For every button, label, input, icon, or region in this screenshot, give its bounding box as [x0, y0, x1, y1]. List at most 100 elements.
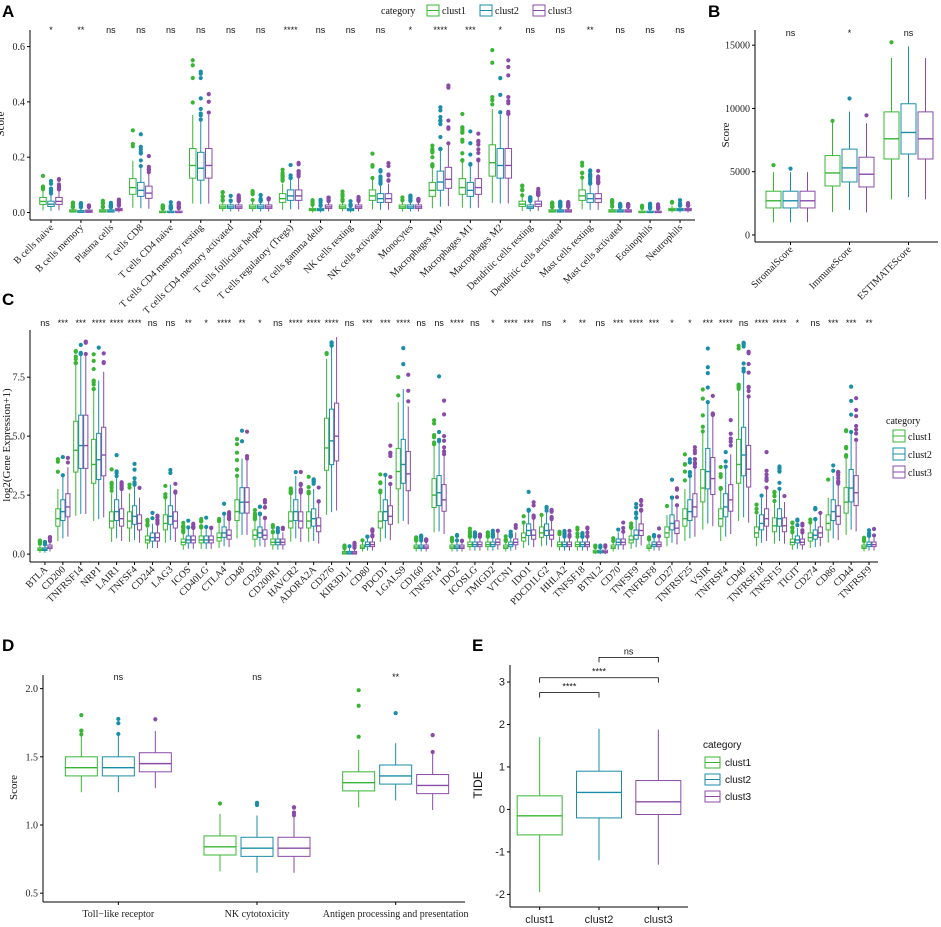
outlier-point [65, 460, 70, 465]
box-clust2 [758, 493, 765, 543]
outlier-point [137, 485, 142, 490]
outlier-point [396, 374, 401, 380]
box-clust3 [138, 717, 172, 789]
significance-label: *** [362, 318, 373, 328]
significance-label: ns [226, 25, 236, 35]
box [843, 487, 849, 514]
outlier-point [438, 147, 443, 152]
outlier-point [109, 488, 114, 493]
significance-label: ** [392, 672, 400, 682]
significance-label: * [49, 25, 53, 35]
box [368, 189, 377, 201]
outlier-point [91, 366, 96, 372]
outlier-point [206, 99, 211, 104]
box-clust1 [807, 517, 813, 548]
outlier-point [155, 517, 160, 522]
outlier-point [441, 412, 447, 417]
box-clust2 [776, 464, 783, 542]
box-clust3 [316, 485, 322, 544]
box-clust2 [311, 477, 317, 542]
box-clust1 [467, 526, 473, 551]
box [441, 484, 447, 512]
box-clust2 [472, 530, 478, 551]
box [741, 426, 747, 477]
outlier-point [262, 505, 268, 510]
outlier-point [728, 436, 733, 441]
significance-label: * [563, 318, 567, 328]
panel-label-e: E [472, 636, 483, 655]
box-clust1 [458, 111, 467, 208]
outlier-point [598, 545, 603, 550]
outlier-point [854, 396, 859, 401]
outlier-point [549, 507, 554, 513]
outlier-point [234, 473, 240, 478]
box-clust2 [841, 96, 858, 211]
box-clust3 [674, 486, 680, 545]
box-clust3 [620, 520, 626, 550]
outlier-point [513, 525, 518, 530]
outlier-point [176, 201, 181, 206]
outlier-point [146, 164, 151, 169]
outlier-point [526, 507, 531, 513]
panel-label-a: A [2, 2, 14, 21]
box-clust1 [428, 143, 437, 209]
outlier-point [692, 460, 697, 465]
outlier-point [386, 163, 391, 169]
outlier-point [116, 199, 121, 204]
outlier-point [764, 477, 769, 482]
outlier-point [430, 733, 435, 738]
outlier-point [356, 734, 361, 739]
outlier-point [826, 477, 831, 482]
box-clust3 [799, 521, 805, 550]
outlier-point [490, 48, 495, 53]
significance-label: ns [256, 25, 266, 35]
outlier-point [114, 453, 119, 458]
outlier-point [436, 374, 442, 379]
significance-label: ns [252, 672, 262, 682]
outlier-point [70, 204, 76, 210]
y-tick-label: 1.0 [26, 821, 39, 832]
outlier-point [485, 533, 490, 538]
box-clust1 [203, 801, 237, 872]
box-clust3 [101, 351, 107, 518]
significance-label: ** [587, 25, 595, 35]
legend-label: clust1 [725, 758, 752, 769]
box-clust1 [628, 521, 634, 549]
box-clust3 [154, 513, 161, 548]
box [917, 111, 934, 160]
box [664, 526, 670, 538]
outlier-point [424, 538, 429, 543]
outlier-point [222, 501, 227, 506]
outlier-point [199, 519, 204, 524]
outlier-point [150, 516, 155, 521]
outlier-point [621, 525, 626, 531]
outlier-point [119, 482, 124, 487]
box [746, 444, 752, 488]
outlier-point [227, 516, 232, 522]
box-clust1 [64, 713, 98, 793]
box-clust2 [185, 518, 191, 549]
box-clust1 [342, 688, 376, 808]
outlier-point [629, 521, 634, 526]
outlier-point [611, 536, 616, 541]
outlier-point [138, 151, 143, 156]
outlier-point [378, 174, 383, 179]
outlier-point [388, 443, 393, 448]
x-tick-label: clust2 [585, 914, 614, 926]
outlier-point [531, 503, 536, 508]
outlier-point [818, 510, 823, 516]
outlier-point [539, 512, 544, 518]
box [221, 526, 227, 538]
box [736, 438, 742, 484]
box [900, 103, 917, 155]
outlier-point [419, 534, 424, 539]
significance-label: * [688, 318, 692, 328]
box-clust2 [454, 532, 460, 552]
box [293, 499, 299, 522]
significance-label: *** [828, 318, 839, 328]
box [64, 756, 98, 777]
box [379, 764, 413, 785]
box-clust1 [69, 200, 77, 213]
panel-label-c: C [2, 290, 14, 309]
box-clust2 [149, 510, 156, 548]
